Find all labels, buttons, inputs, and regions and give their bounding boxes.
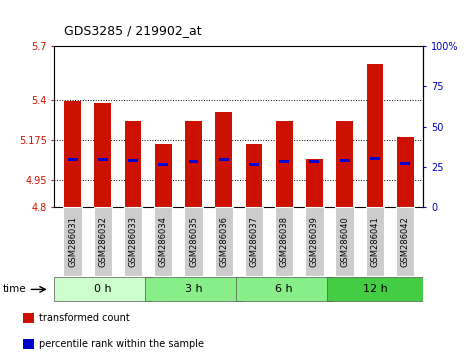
Bar <box>336 121 353 207</box>
Text: 0 h: 0 h <box>94 284 112 294</box>
FancyBboxPatch shape <box>275 207 293 276</box>
Bar <box>155 144 172 207</box>
Text: time: time <box>2 284 26 295</box>
Bar <box>400 162 410 165</box>
Text: GSM286041: GSM286041 <box>370 216 379 267</box>
Text: GSM286042: GSM286042 <box>401 216 410 267</box>
Text: GSM286032: GSM286032 <box>98 216 107 267</box>
Bar <box>367 64 383 207</box>
Text: GSM286031: GSM286031 <box>68 216 77 267</box>
Bar <box>128 159 138 162</box>
Text: GSM286034: GSM286034 <box>159 216 168 267</box>
FancyBboxPatch shape <box>63 207 82 276</box>
Text: 12 h: 12 h <box>363 284 387 294</box>
Bar <box>64 102 81 207</box>
FancyBboxPatch shape <box>154 207 173 276</box>
FancyBboxPatch shape <box>305 207 324 276</box>
Bar <box>23 339 35 349</box>
Text: percentile rank within the sample: percentile rank within the sample <box>39 339 204 349</box>
Text: GSM286038: GSM286038 <box>280 216 289 267</box>
Text: GSM286035: GSM286035 <box>189 216 198 267</box>
Bar <box>125 121 141 207</box>
Bar <box>249 162 259 166</box>
FancyBboxPatch shape <box>245 207 263 276</box>
Bar <box>276 121 292 207</box>
Bar <box>279 160 289 163</box>
FancyBboxPatch shape <box>54 278 151 301</box>
Text: GDS3285 / 219902_at: GDS3285 / 219902_at <box>64 24 201 37</box>
Bar <box>189 160 199 163</box>
Bar <box>306 159 323 207</box>
Bar <box>185 121 202 207</box>
Bar <box>340 159 350 162</box>
FancyBboxPatch shape <box>396 207 414 276</box>
Text: 3 h: 3 h <box>184 284 202 294</box>
Text: 6 h: 6 h <box>275 284 293 294</box>
Text: GSM286039: GSM286039 <box>310 216 319 267</box>
FancyBboxPatch shape <box>326 278 423 301</box>
FancyBboxPatch shape <box>124 207 142 276</box>
Bar <box>397 137 413 207</box>
Bar <box>68 158 78 161</box>
FancyBboxPatch shape <box>215 207 233 276</box>
Bar <box>98 158 108 161</box>
Bar <box>215 112 232 207</box>
FancyBboxPatch shape <box>94 207 112 276</box>
Text: GSM286037: GSM286037 <box>249 216 258 267</box>
Bar <box>23 313 35 323</box>
Text: GSM286040: GSM286040 <box>340 216 349 267</box>
Text: transformed count: transformed count <box>39 313 130 323</box>
FancyBboxPatch shape <box>366 207 384 276</box>
FancyBboxPatch shape <box>145 278 242 301</box>
Bar <box>309 160 319 163</box>
FancyBboxPatch shape <box>184 207 203 276</box>
Bar <box>370 157 380 160</box>
Bar <box>95 103 111 207</box>
Text: GSM286036: GSM286036 <box>219 216 228 267</box>
Bar <box>158 162 168 166</box>
Text: GSM286033: GSM286033 <box>129 216 138 267</box>
FancyBboxPatch shape <box>335 207 354 276</box>
Bar <box>219 158 229 161</box>
Bar <box>245 144 263 207</box>
FancyBboxPatch shape <box>236 278 333 301</box>
